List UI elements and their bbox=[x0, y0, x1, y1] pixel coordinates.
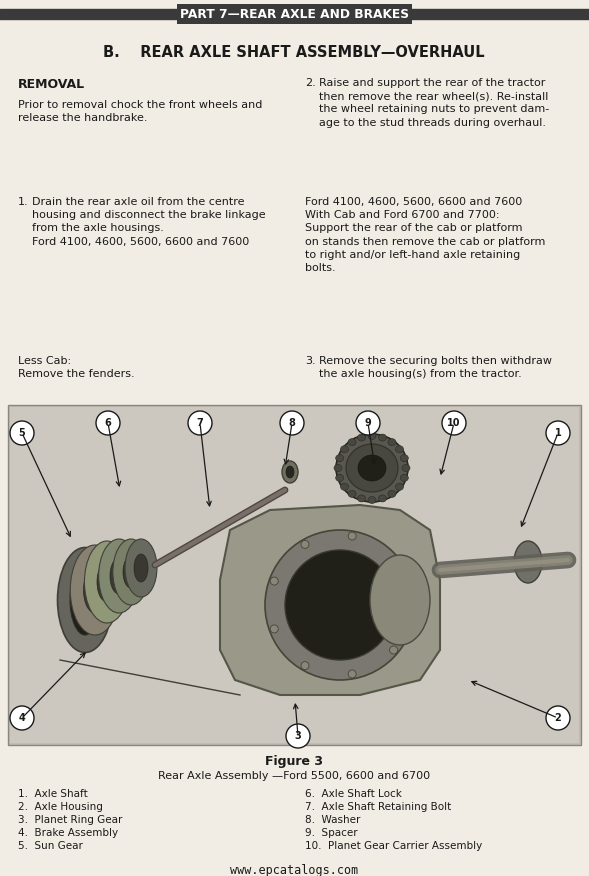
Ellipse shape bbox=[340, 484, 349, 491]
Text: 3.: 3. bbox=[305, 356, 316, 366]
Ellipse shape bbox=[379, 495, 386, 502]
Circle shape bbox=[285, 550, 395, 660]
Ellipse shape bbox=[134, 554, 148, 582]
Ellipse shape bbox=[125, 539, 157, 597]
Text: 1.  Axle Shaft: 1. Axle Shaft bbox=[18, 789, 88, 799]
Ellipse shape bbox=[401, 455, 408, 462]
Bar bbox=[8, 405, 581, 745]
Ellipse shape bbox=[336, 434, 408, 502]
Ellipse shape bbox=[97, 562, 117, 602]
Circle shape bbox=[389, 556, 398, 564]
Ellipse shape bbox=[84, 567, 107, 613]
Text: 3: 3 bbox=[294, 731, 302, 741]
Ellipse shape bbox=[282, 461, 298, 483]
Ellipse shape bbox=[336, 455, 343, 462]
Polygon shape bbox=[220, 505, 440, 695]
Text: Less Cab:
Remove the fenders.: Less Cab: Remove the fenders. bbox=[18, 356, 135, 379]
Text: 4.  Brake Assembly: 4. Brake Assembly bbox=[18, 828, 118, 838]
Text: Remove the securing bolts then withdraw
the axle housing(s) from the tractor.: Remove the securing bolts then withdraw … bbox=[319, 356, 552, 379]
Circle shape bbox=[348, 532, 356, 540]
Text: 9: 9 bbox=[365, 418, 372, 428]
Text: www.epcatalogs.com: www.epcatalogs.com bbox=[230, 864, 358, 876]
Ellipse shape bbox=[368, 497, 376, 504]
Ellipse shape bbox=[348, 439, 356, 446]
Circle shape bbox=[265, 530, 415, 680]
Text: 3.  Planet Ring Gear: 3. Planet Ring Gear bbox=[18, 815, 123, 825]
Circle shape bbox=[10, 706, 34, 730]
Text: 1: 1 bbox=[555, 428, 561, 438]
Text: B.    REAR AXLE SHAFT ASSEMBLY—OVERHAUL: B. REAR AXLE SHAFT ASSEMBLY—OVERHAUL bbox=[103, 45, 485, 60]
Circle shape bbox=[389, 646, 398, 654]
Ellipse shape bbox=[84, 541, 130, 623]
Circle shape bbox=[546, 706, 570, 730]
Ellipse shape bbox=[286, 466, 294, 478]
Ellipse shape bbox=[358, 455, 386, 481]
Text: 5.  Sun Gear: 5. Sun Gear bbox=[18, 841, 83, 851]
Ellipse shape bbox=[98, 539, 140, 613]
Ellipse shape bbox=[113, 539, 149, 605]
Ellipse shape bbox=[348, 491, 356, 498]
Text: 4: 4 bbox=[19, 713, 25, 723]
Ellipse shape bbox=[379, 434, 386, 442]
Circle shape bbox=[96, 411, 120, 435]
Circle shape bbox=[442, 411, 466, 435]
Circle shape bbox=[286, 724, 310, 748]
Ellipse shape bbox=[110, 558, 128, 594]
Circle shape bbox=[348, 670, 356, 678]
Ellipse shape bbox=[368, 433, 376, 440]
Circle shape bbox=[280, 411, 304, 435]
Ellipse shape bbox=[402, 464, 410, 471]
Text: REMOVAL: REMOVAL bbox=[18, 78, 85, 91]
Text: Figure 3: Figure 3 bbox=[265, 755, 323, 768]
Ellipse shape bbox=[70, 565, 100, 635]
Circle shape bbox=[270, 577, 278, 585]
Text: 2.: 2. bbox=[305, 78, 316, 88]
Text: 10: 10 bbox=[447, 418, 461, 428]
Circle shape bbox=[301, 540, 309, 548]
Ellipse shape bbox=[388, 491, 396, 498]
Ellipse shape bbox=[514, 541, 542, 583]
Text: Ford 4100, 4600, 5600, 6600 and 7600
With Cab and Ford 6700 and 7700:
Support th: Ford 4100, 4600, 5600, 6600 and 7600 Wit… bbox=[305, 197, 545, 273]
Circle shape bbox=[301, 661, 309, 669]
Text: 10.  Planet Gear Carrier Assembly: 10. Planet Gear Carrier Assembly bbox=[305, 841, 482, 851]
Circle shape bbox=[546, 421, 570, 445]
Circle shape bbox=[270, 625, 278, 633]
Ellipse shape bbox=[346, 444, 398, 492]
Ellipse shape bbox=[370, 555, 430, 645]
Text: 1.: 1. bbox=[18, 197, 29, 207]
Circle shape bbox=[406, 601, 414, 609]
Ellipse shape bbox=[336, 475, 343, 482]
Text: Drain the rear axle oil from the centre
housing and disconnect the brake linkage: Drain the rear axle oil from the centre … bbox=[32, 197, 266, 247]
Text: 8: 8 bbox=[289, 418, 296, 428]
Ellipse shape bbox=[358, 434, 366, 442]
Text: 6.  Axle Shaft Lock: 6. Axle Shaft Lock bbox=[305, 789, 402, 799]
Ellipse shape bbox=[401, 475, 408, 482]
Text: Prior to removal chock the front wheels and
release the handbrake.: Prior to removal chock the front wheels … bbox=[18, 100, 262, 124]
Text: Rear Axle Assembly —Ford 5500, 6600 and 6700: Rear Axle Assembly —Ford 5500, 6600 and … bbox=[158, 771, 430, 781]
Text: 8.  Washer: 8. Washer bbox=[305, 815, 360, 825]
Text: 2.  Axle Housing: 2. Axle Housing bbox=[18, 802, 103, 812]
Circle shape bbox=[10, 421, 34, 445]
Text: 9.  Spacer: 9. Spacer bbox=[305, 828, 358, 838]
Ellipse shape bbox=[58, 548, 112, 653]
Text: 6: 6 bbox=[105, 418, 111, 428]
Ellipse shape bbox=[70, 545, 120, 635]
Circle shape bbox=[188, 411, 212, 435]
Bar bbox=[10, 407, 579, 743]
Ellipse shape bbox=[395, 484, 403, 491]
Text: 7.  Axle Shaft Retaining Bolt: 7. Axle Shaft Retaining Bolt bbox=[305, 802, 451, 812]
Text: 2: 2 bbox=[555, 713, 561, 723]
Circle shape bbox=[356, 411, 380, 435]
Ellipse shape bbox=[340, 446, 349, 453]
Text: Raise and support the rear of the tractor
then remove the rear wheel(s). Re-inst: Raise and support the rear of the tracto… bbox=[319, 78, 550, 128]
Ellipse shape bbox=[388, 439, 396, 446]
Ellipse shape bbox=[334, 464, 342, 471]
Ellipse shape bbox=[358, 495, 366, 502]
Text: 7: 7 bbox=[197, 418, 203, 428]
Text: 5: 5 bbox=[19, 428, 25, 438]
Ellipse shape bbox=[123, 556, 139, 588]
Ellipse shape bbox=[395, 446, 403, 453]
Text: PART 7—REAR AXLE AND BRAKES: PART 7—REAR AXLE AND BRAKES bbox=[180, 8, 409, 20]
